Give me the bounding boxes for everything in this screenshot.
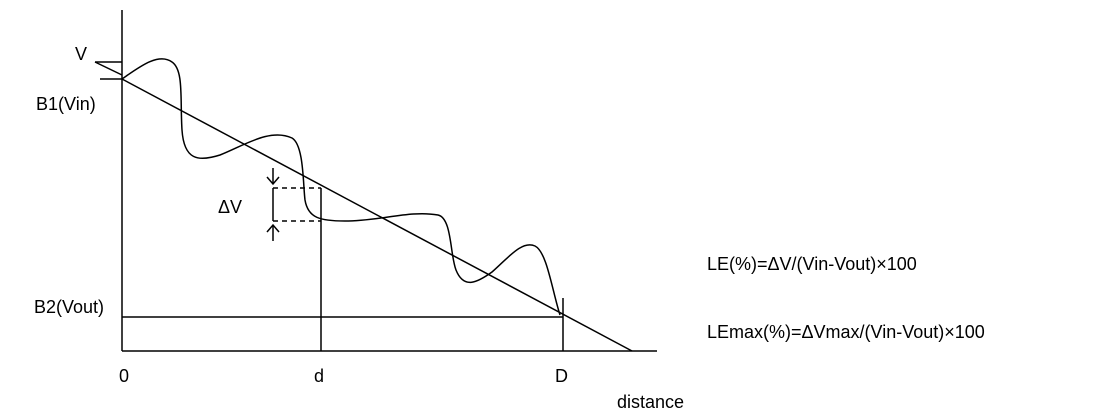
- x-label-D: D: [555, 366, 568, 386]
- ideal-line: [121, 78, 633, 352]
- formula-le-max: LEmax(%)=ΔVmax/(Vin-Vout)×100: [707, 322, 985, 342]
- actual-voltage-curve: [121, 58, 561, 316]
- v-label: V: [75, 44, 87, 64]
- b2-label: B2(Vout): [34, 297, 104, 317]
- delta-v-bottom-arrow-head: [266, 223, 280, 233]
- x-label-d: d: [314, 366, 324, 386]
- v-marker-slant: [94, 61, 123, 76]
- formula-le: LE(%)=ΔV/(Vin-Vout)×100: [707, 254, 917, 274]
- b1-label: B1(Vin): [36, 94, 96, 114]
- delta-v-label: ΔV: [218, 197, 242, 217]
- x-label-zero: 0: [119, 366, 129, 386]
- delta-v-top-arrow-head: [266, 176, 280, 186]
- x-axis-title: distance: [617, 392, 684, 412]
